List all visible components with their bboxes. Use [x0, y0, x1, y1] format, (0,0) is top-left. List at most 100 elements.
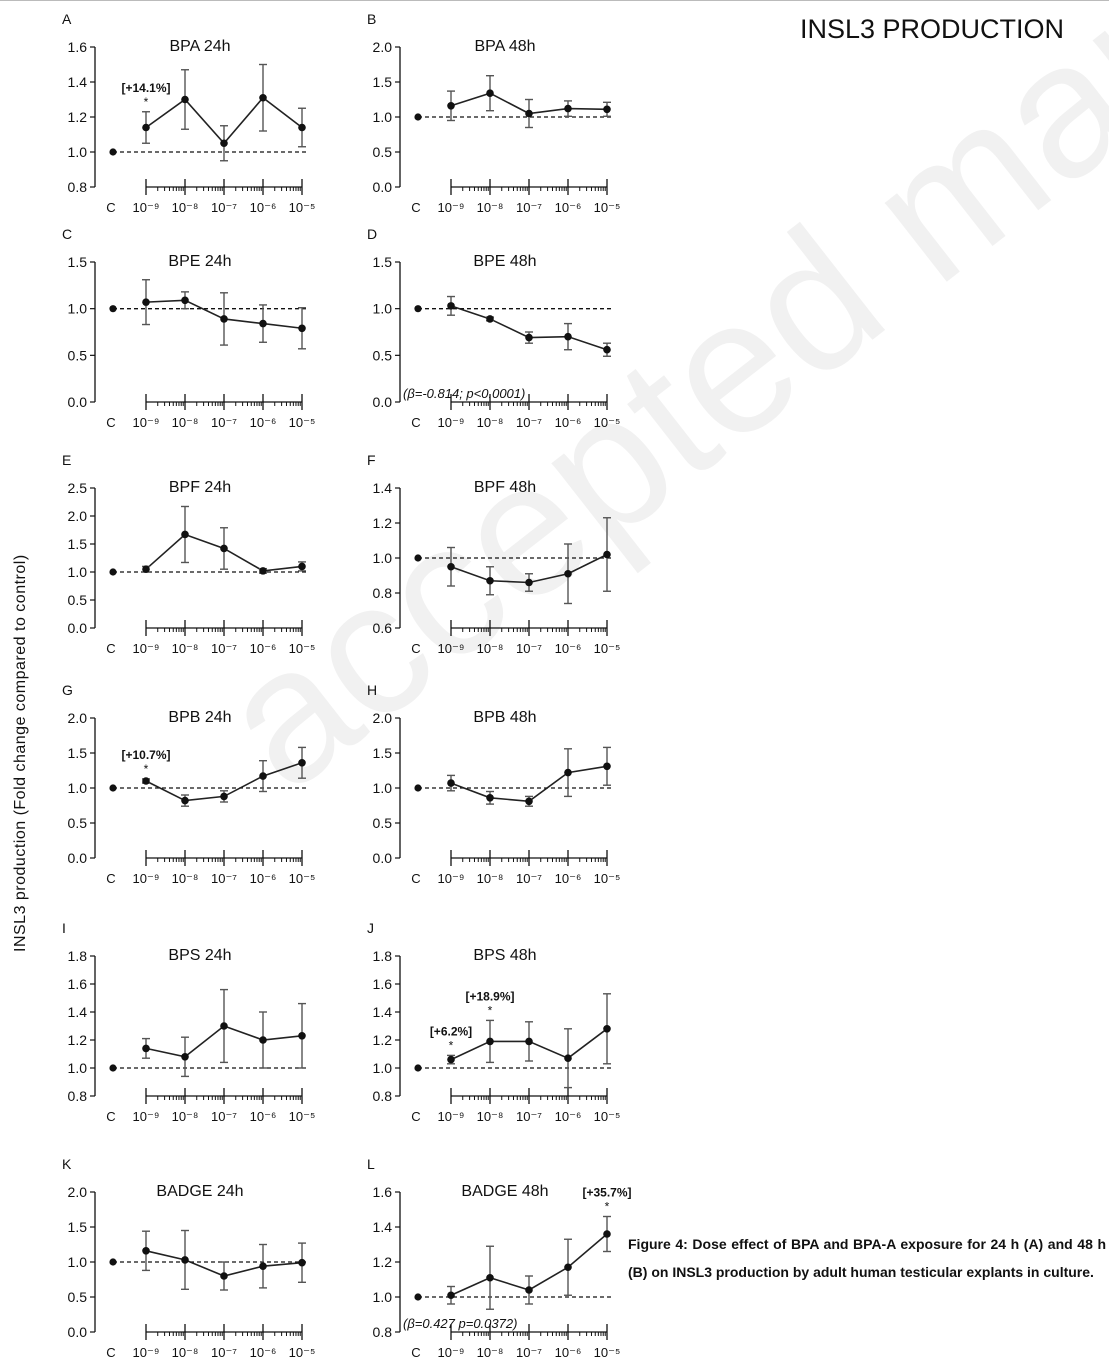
x-tick-label: 10⁻⁷	[211, 1109, 237, 1124]
y-tick-label: 1.0	[373, 301, 393, 317]
panel-title: BPE 48h	[473, 253, 536, 270]
chart-panel-i: I BPS 24h 0.8 1.0 1.2 1.4 1.6 1.8 C 10⁻⁹ 10⁻⁸ 10⁻⁷ 1…	[62, 920, 315, 1124]
data-point	[142, 298, 150, 306]
y-tick-label: 0.5	[68, 347, 88, 363]
y-tick-label: 1.5	[373, 74, 393, 90]
data-point	[525, 1037, 533, 1046]
y-tick-label: 2.0	[68, 508, 88, 524]
y-tick-label: 1.0	[68, 144, 88, 160]
data-point	[259, 319, 267, 328]
x-tick-label: 10⁻⁹	[133, 415, 160, 430]
data-point	[603, 345, 611, 354]
y-tick-label: 1.2	[373, 1254, 393, 1270]
panel-letter: A	[62, 11, 72, 27]
y-tick-label: 1.4	[68, 74, 88, 90]
panel-title: BPF 24h	[169, 479, 231, 496]
x-tick-label: 10⁻⁸	[172, 1109, 199, 1124]
x-tick-label: 10⁻⁹	[133, 1345, 160, 1360]
y-tick-label: 0.8	[68, 179, 88, 195]
data-point	[447, 1055, 455, 1064]
chart-panel-j: J BPS 48h 0.8 1.0 1.2 1.4 1.6 1.8 C 10⁻⁹ 10⁻⁸ 10⁻⁷ 1…	[367, 920, 620, 1124]
x-tick-label: 10⁻⁵	[594, 200, 621, 215]
chart-panel-l: L BADGE 48h 0.8 1.0 1.2 1.4 1.6 C 10⁻⁹ 10⁻⁸ 10⁻⁷ 10…	[367, 1156, 632, 1360]
x-tick-label: 10⁻⁹	[133, 641, 160, 656]
panel-letter: D	[367, 226, 377, 242]
panel-title: BADGE 48h	[461, 1183, 548, 1200]
y-tick-label: 0.8	[373, 585, 393, 601]
x-tick-label: 10⁻⁷	[211, 641, 237, 656]
data-point	[486, 1037, 494, 1046]
y-tick-label: 1.0	[68, 564, 88, 580]
panel-letter: F	[367, 452, 376, 468]
x-tick-label: 10⁻⁹	[438, 1109, 465, 1124]
page-title: INSL3 PRODUCTION	[800, 14, 1065, 44]
x-tick-label: 10⁻⁷	[516, 200, 542, 215]
chart-panel-k: K BADGE 24h 0.0 0.5 1.0 1.5 2.0 C 10⁻⁹ 10⁻⁸ 10⁻⁷ 10…	[62, 1156, 315, 1360]
x-tick-label: C	[106, 1109, 115, 1124]
y-tick-label: 1.2	[373, 515, 393, 531]
y-tick-label: 1.5	[68, 536, 88, 552]
data-point	[564, 332, 572, 341]
control-point	[109, 148, 117, 156]
y-tick-label: 1.4	[373, 1219, 393, 1235]
control-point	[414, 1064, 422, 1072]
x-tick-label: 10⁻⁸	[477, 1109, 504, 1124]
data-point	[525, 109, 533, 118]
panel-title: BADGE 24h	[156, 1183, 243, 1200]
x-tick-label: 10⁻⁹	[438, 641, 465, 656]
chart-panel-e: E BPF 24h 0.0 0.5 1.0 1.5 2.0 2.5 C 10⁻⁹ 10⁻⁸ 10⁻⁷ 1…	[62, 452, 315, 656]
y-tick-label: 1.0	[68, 301, 88, 317]
data-point	[142, 123, 150, 132]
y-tick-label: 0.0	[68, 620, 88, 636]
x-tick-label: 10⁻⁶	[250, 200, 277, 215]
data-point	[259, 93, 267, 102]
panel-letter: B	[367, 11, 376, 27]
data-point	[603, 1230, 611, 1238]
y-tick-label: 1.0	[68, 780, 88, 796]
data-point	[181, 95, 189, 104]
data-point	[298, 1258, 306, 1267]
data-point	[447, 1291, 455, 1300]
data-point	[486, 315, 494, 323]
x-tick-label: 10⁻⁸	[172, 871, 199, 886]
panel-letter: E	[62, 452, 71, 468]
control-point	[109, 305, 117, 313]
x-tick-label: 10⁻⁸	[172, 415, 199, 430]
data-point	[298, 562, 306, 571]
x-tick-label: 10⁻⁶	[555, 200, 582, 215]
panel-letter: G	[62, 682, 73, 698]
data-point	[181, 296, 189, 305]
x-tick-label: 10⁻⁸	[477, 641, 504, 656]
chart-panel-d: D BPE 48h 0.0 0.5 1.0 1.5 C 10⁻⁹ 10⁻⁸ 10⁻⁷ 10⁻⁶ 10⁻…	[367, 226, 620, 430]
panel-title: BPF 48h	[474, 479, 536, 496]
x-tick-label: 10⁻⁹	[438, 415, 465, 430]
data-point	[220, 139, 228, 148]
y-tick-label: 2.0	[68, 710, 88, 726]
y-tick-label: 0.6	[373, 620, 393, 636]
regression-stat: (β=0.427 p=0.0372)	[403, 1316, 517, 1331]
y-tick-label: 2.0	[373, 39, 393, 55]
panel-letter: K	[62, 1156, 72, 1172]
data-point	[525, 797, 533, 806]
y-tick-label: 0.5	[68, 815, 88, 831]
x-tick-label: 10⁻⁵	[289, 1345, 316, 1360]
y-tick-label: 0.8	[68, 1088, 88, 1104]
data-point	[259, 772, 267, 780]
y-tick-label: 1.6	[68, 976, 88, 992]
y-tick-label: 1.4	[68, 1004, 88, 1020]
x-tick-label: C	[411, 200, 420, 215]
x-tick-label: 10⁻⁹	[133, 1109, 160, 1124]
data-point	[259, 1036, 267, 1044]
data-point	[525, 333, 533, 342]
x-tick-label: 10⁻⁶	[250, 1109, 277, 1124]
chart-panel-a: A BPA 24h 0.8 1.0 1.2 1.4 1.6 C 10⁻⁹ 10⁻⁸ 10⁻⁷ 10⁻⁶…	[62, 11, 315, 215]
data-point	[564, 1054, 572, 1062]
x-tick-label: 10⁻⁷	[516, 871, 542, 886]
x-tick-label: C	[106, 641, 115, 656]
significance-star: *	[605, 1200, 610, 1214]
x-tick-label: C	[106, 1345, 115, 1360]
y-tick-label: 0.8	[373, 1088, 393, 1104]
y-tick-label: 0.0	[373, 850, 393, 866]
x-tick-label: 10⁻⁸	[172, 641, 199, 656]
